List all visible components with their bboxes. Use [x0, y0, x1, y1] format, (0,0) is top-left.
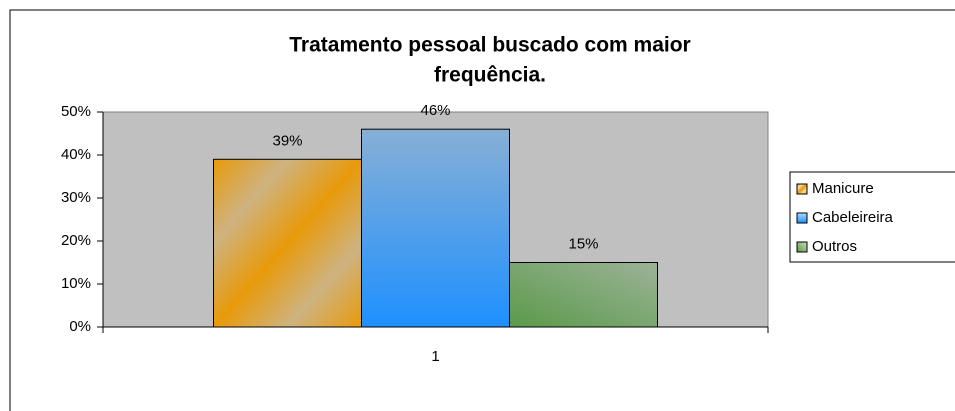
- chart-title: Tratamento pessoal buscado com maior: [289, 34, 690, 57]
- bar: [509, 262, 658, 328]
- data-label: 39%: [272, 132, 302, 149]
- legend-label: Manicure: [812, 180, 874, 197]
- y-tick-label: 20%: [61, 232, 91, 249]
- y-tick-label: 0%: [69, 318, 91, 335]
- y-tick-label: 30%: [61, 189, 91, 206]
- y-tick-label: 50%: [61, 103, 91, 120]
- legend-label: Outros: [812, 238, 857, 255]
- legend-label: Cabeleireira: [812, 209, 894, 226]
- legend-box: [789, 171, 955, 263]
- data-label: 46%: [420, 102, 450, 119]
- legend-swatch: [796, 212, 808, 224]
- data-label: 15%: [568, 235, 598, 252]
- x-tick-label: 1: [431, 348, 439, 365]
- legend-swatch: [796, 241, 808, 253]
- legend-swatch: [796, 183, 808, 195]
- y-tick-label: 40%: [61, 146, 91, 163]
- chart-title: frequência.: [434, 64, 546, 87]
- bar: [213, 158, 362, 328]
- y-tick-label: 10%: [61, 275, 91, 292]
- bar: [361, 128, 510, 328]
